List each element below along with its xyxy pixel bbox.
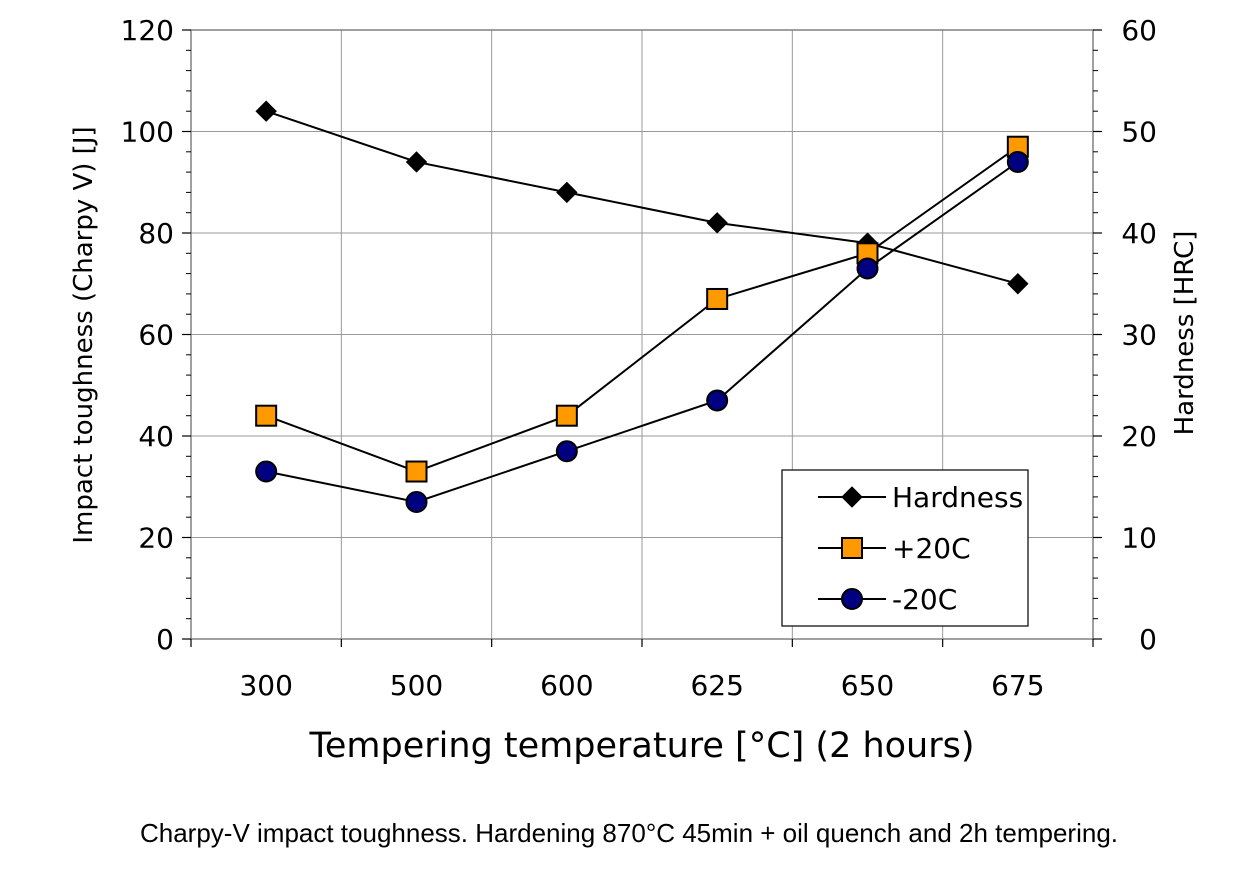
series-line xyxy=(265,145,1019,473)
data-point xyxy=(555,440,578,463)
data-point xyxy=(706,212,728,234)
data-point xyxy=(405,460,428,483)
data-point xyxy=(856,257,879,280)
y-tick-label: 0 xyxy=(156,623,174,656)
y-tick-label: 20 xyxy=(138,522,174,555)
y2-tick-label: 60 xyxy=(1121,14,1157,47)
y-tick-label: 40 xyxy=(138,420,174,453)
data-point xyxy=(555,404,578,427)
legend: Hardness +20C -20C xyxy=(781,469,1029,627)
x-axis: 300 500 600 625 650 675 xyxy=(190,639,1094,702)
y2-tick-label: 10 xyxy=(1121,522,1157,555)
legend-marker xyxy=(841,486,863,508)
y2-tick-label: 30 xyxy=(1121,319,1157,352)
data-point xyxy=(706,389,729,412)
y-tick-label: 120 xyxy=(121,14,174,47)
x-tick-label: 500 xyxy=(390,669,443,702)
data-point xyxy=(255,404,278,427)
legend-entry: -20C xyxy=(818,583,957,616)
series-20c xyxy=(255,135,1029,483)
y2-tick-label: 20 xyxy=(1121,420,1157,453)
legend-entry: Hardness xyxy=(818,481,1023,514)
y-tick-label: 80 xyxy=(138,217,174,250)
series-line xyxy=(265,161,1019,504)
x-axis-label: Tempering temperature [°C] (2 hours) xyxy=(308,726,974,766)
legend-marker xyxy=(841,588,863,610)
data-point xyxy=(255,460,278,483)
y-tick-label: 100 xyxy=(121,116,174,149)
legend-label: Hardness xyxy=(892,481,1023,514)
legend-entry: +20C xyxy=(818,532,971,565)
data-point xyxy=(1007,273,1029,295)
right-axis: 0 10 20 30 40 50 60 xyxy=(1093,14,1157,656)
x-tick-label: 675 xyxy=(991,669,1044,702)
data-point xyxy=(706,287,729,310)
data-point xyxy=(255,100,277,122)
series-20c xyxy=(255,150,1029,513)
series-layer xyxy=(255,100,1029,513)
y-axis-label: Impact toughness (Charpy V) [J] xyxy=(69,126,99,543)
legend-label: +20C xyxy=(892,532,971,565)
data-point xyxy=(1006,150,1029,173)
chart: 0 20 40 60 80 100 120 0 10 20 30 40 50 60 300 500 600 6… xyxy=(69,14,1200,766)
caption: Charpy-V impact toughness. Hardening 870… xyxy=(139,818,1119,848)
legend-marker xyxy=(841,537,863,559)
data-point xyxy=(405,151,428,173)
data-point xyxy=(405,490,428,513)
x-tick-label: 650 xyxy=(841,669,894,702)
y-tick-label: 60 xyxy=(138,319,174,352)
left-axis: 0 20 40 60 80 100 120 xyxy=(121,14,191,656)
x-tick-label: 600 xyxy=(540,669,593,702)
legend-label: -20C xyxy=(892,583,957,616)
y2-tick-label: 50 xyxy=(1121,116,1157,149)
y2-tick-label: 40 xyxy=(1121,217,1157,250)
data-point xyxy=(556,181,578,204)
y2-tick-label: 0 xyxy=(1139,623,1157,656)
y2-axis-label: Hardness [HRC] xyxy=(1170,231,1200,436)
x-tick-label: 625 xyxy=(690,669,743,702)
x-tick-label: 300 xyxy=(239,669,292,702)
